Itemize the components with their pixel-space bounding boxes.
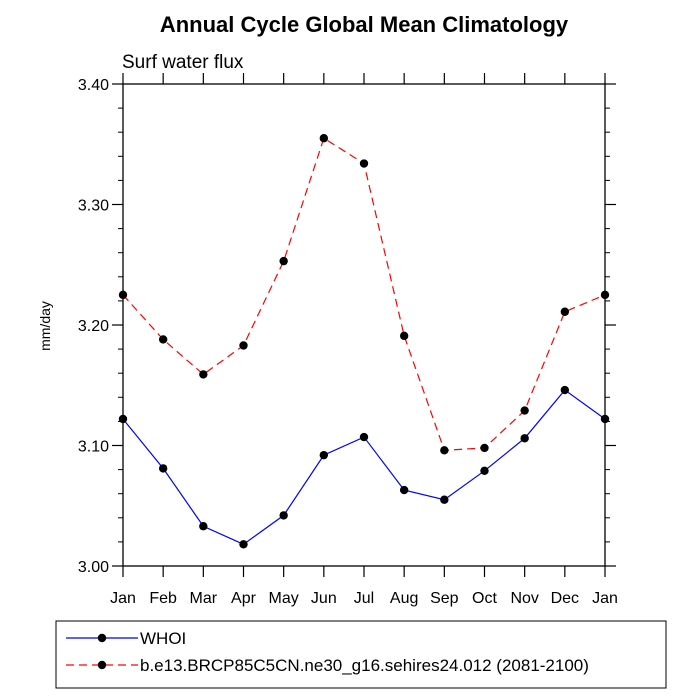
x-tick-label: Mar [190, 590, 218, 607]
data-point-series-2 [158, 335, 168, 344]
data-point-series-1 [399, 485, 409, 495]
data-point-series-1 [319, 450, 329, 460]
chart-title: Annual Cycle Global Mean Climatology [160, 12, 569, 37]
y-tick-label: 3.40 [78, 77, 109, 94]
data-point-series-1 [440, 495, 449, 504]
data-point-series-2 [560, 307, 570, 316]
y-tick-label: 3.10 [78, 439, 109, 456]
data-point-series-2 [399, 331, 409, 341]
data-point-series-1 [600, 414, 610, 424]
chart-subtitle: Surf water flux [122, 52, 244, 73]
data-point-series-1 [158, 464, 168, 473]
x-tick-label: Jan [592, 590, 618, 607]
legend-box [55, 620, 667, 689]
legend: WHOI b.e13.BRCP85C5CN.ne30_g16.sehires24.… [55, 620, 667, 689]
data-point-series-1 [199, 522, 208, 531]
data-point-series-1 [520, 434, 529, 443]
y-tick-label: 3.30 [78, 198, 109, 215]
legend-label-2: b.e13.BRCP85C5CN.ne30_g16.sehires24.012 … [140, 656, 589, 675]
legend-marker-2 [97, 660, 107, 670]
x-tick-label: Jun [311, 590, 337, 607]
y-tick-label: 3.00 [78, 559, 109, 576]
data-point-series-2 [239, 341, 248, 350]
legend-label-1: WHOI [140, 629, 186, 648]
x-tick-label: May [269, 590, 299, 607]
data-point-series-1 [359, 432, 369, 442]
data-point-series-2 [440, 446, 449, 455]
x-tick-label: Nov [510, 590, 538, 607]
x-tick-label: Aug [390, 590, 418, 607]
data-point-series-1 [480, 466, 489, 476]
tick-marks [112, 73, 616, 577]
x-tick-label: Jan [110, 590, 136, 607]
legend-marker-1 [97, 633, 107, 643]
data-point-series-1 [279, 511, 288, 520]
data-point-series-2 [279, 256, 288, 266]
series-line-2 [122, 137, 606, 451]
data-point-series-2 [600, 290, 610, 300]
data-point-series-2 [199, 370, 208, 379]
data-point-series-2 [480, 443, 489, 453]
data-point-series-2 [118, 290, 128, 300]
tick-labels: 3.00 3.10 3.20 3.30 3.40 Jan Feb Mar Apr May Jun Ju… [78, 77, 618, 607]
x-tick-label: Apr [231, 590, 257, 607]
x-tick-label: Feb [149, 590, 177, 607]
data-point-series-1 [239, 540, 248, 549]
y-tick-label: 3.20 [78, 318, 109, 335]
plot-frame [122, 83, 606, 567]
data-point-series-1 [118, 414, 128, 424]
x-tick-label: Dec [551, 590, 579, 607]
series-group [118, 134, 610, 549]
x-tick-label: Jul [354, 590, 374, 607]
data-point-series-2 [319, 134, 329, 143]
series-line-1 [122, 389, 606, 545]
x-tick-label: Oct [472, 590, 497, 607]
x-tick-label: Sep [430, 590, 459, 607]
y-axis-label: mm/day [37, 301, 53, 351]
data-point-series-2 [520, 406, 529, 415]
data-point-series-1 [560, 385, 570, 395]
data-point-series-2 [359, 159, 369, 168]
